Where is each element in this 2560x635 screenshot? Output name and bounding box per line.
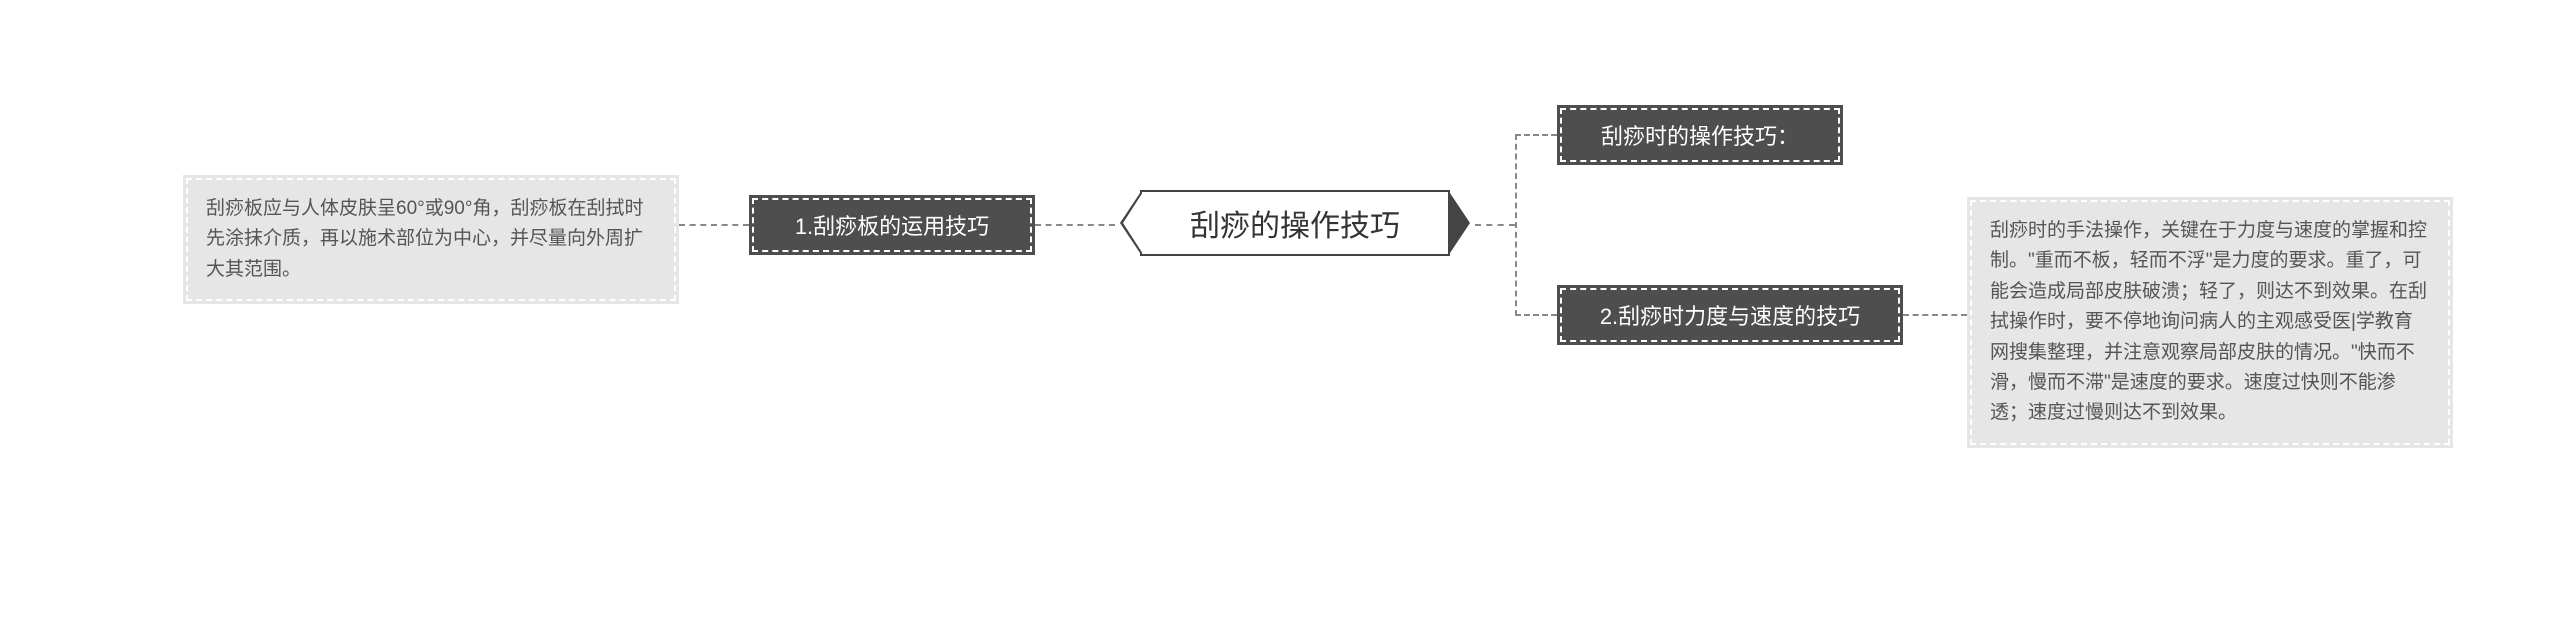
branch-right-2-label: 2.刮痧时力度与速度的技巧 xyxy=(1600,299,1860,331)
branch-left-1-label: 1.刮痧板的运用技巧 xyxy=(795,209,989,241)
connector xyxy=(1035,224,1115,226)
leaf-right-text: 刮痧时的手法操作，关键在于力度与速度的掌握和控制。"重而不板，轻而不浮"是力度的… xyxy=(1990,216,2430,429)
connector xyxy=(1515,134,1557,136)
branch-right-2: 2.刮痧时力度与速度的技巧 xyxy=(1560,288,1900,342)
branch-right-1: 刮痧时的操作技巧： xyxy=(1560,108,1840,162)
connector xyxy=(1475,224,1515,226)
connector xyxy=(1515,314,1557,316)
connector xyxy=(1515,134,1517,316)
center-label: 刮痧的操作技巧 xyxy=(1190,201,1400,245)
center-node: 刮痧的操作技巧 xyxy=(1140,190,1450,256)
branch-right-1-label: 刮痧时的操作技巧： xyxy=(1601,119,1799,151)
connector xyxy=(1903,314,1967,316)
connector xyxy=(679,224,749,226)
leaf-left-text: 刮痧板应与人体皮肤呈60°或90°角，刮痧板在刮拭时先涂抹介质，再以施术部位为中… xyxy=(206,194,656,285)
branch-left-1: 1.刮痧板的运用技巧 xyxy=(752,198,1032,252)
leaf-right: 刮痧时的手法操作，关键在于力度与速度的掌握和控制。"重而不板，轻而不浮"是力度的… xyxy=(1970,200,2450,445)
leaf-left: 刮痧板应与人体皮肤呈60°或90°角，刮痧板在刮拭时先涂抹介质，再以施术部位为中… xyxy=(186,178,676,301)
